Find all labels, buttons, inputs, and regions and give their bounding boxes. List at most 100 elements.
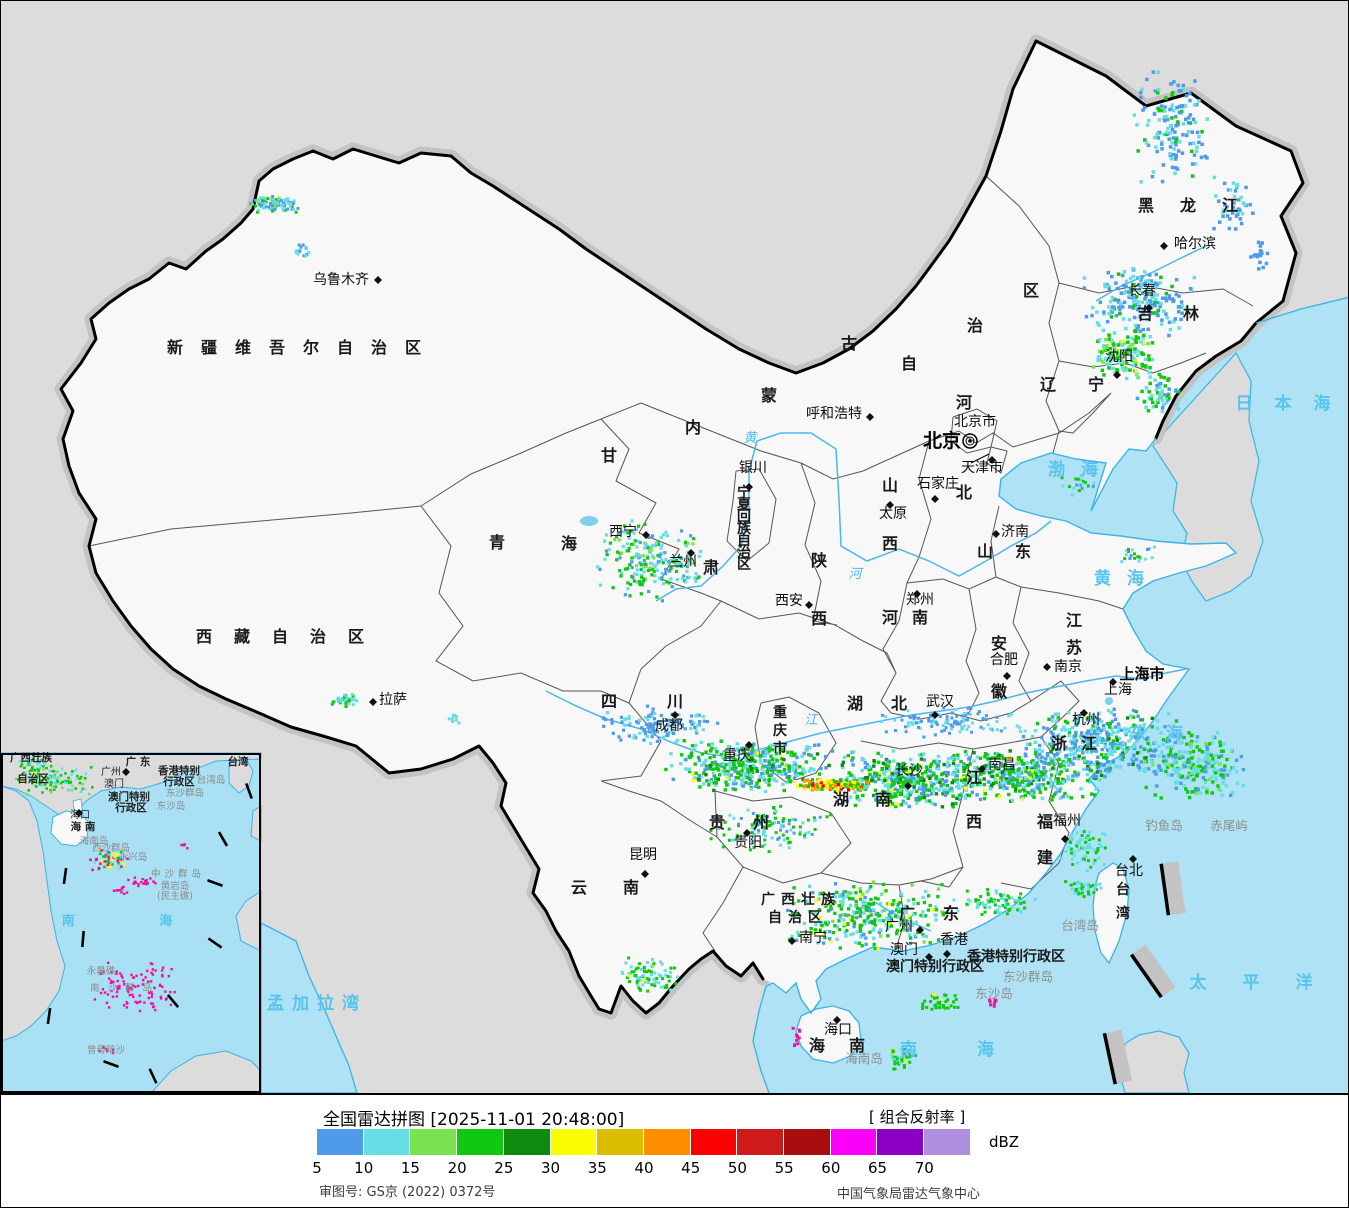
map-label: 自 [901, 354, 917, 373]
map-label: 济南 [1001, 524, 1029, 540]
map-label: 海 [561, 534, 577, 553]
map-label: 香港 [940, 932, 968, 948]
inset-echo-cluster [127, 876, 157, 888]
city-marker [1129, 855, 1137, 863]
map-label: 福州 [1053, 813, 1081, 829]
inset-label: 香港特别 [157, 764, 200, 777]
boundary-dash-segment [207, 937, 223, 949]
city-marker [886, 501, 894, 509]
inset-echo-cluster [112, 885, 129, 895]
boundary-dash-segment [81, 930, 85, 948]
city-marker [916, 926, 924, 934]
map-label: 南京 [1054, 659, 1082, 675]
map-label: 广西壮族 [761, 891, 841, 908]
inset-label: 东沙岛 [157, 800, 186, 812]
inset-label: 广 东 [126, 755, 151, 768]
map-label: 广东 [899, 904, 987, 923]
city-marker [788, 937, 796, 945]
map-label: 四川 [601, 692, 733, 711]
city-marker [641, 870, 649, 878]
city-marker [866, 413, 874, 421]
radar-echo-cluster [330, 692, 359, 708]
city-marker [943, 950, 951, 958]
colorbar-segment [784, 1129, 830, 1155]
map-label: 澳门特别行政区 [886, 958, 984, 975]
boundary-dash-segment [245, 783, 253, 799]
map-label: 呼和浩特 [806, 406, 862, 422]
radar-echo-cluster [1212, 175, 1255, 231]
radar-echo-cluster [786, 880, 946, 952]
colorbar-segment [363, 1129, 410, 1155]
inset-echo-cluster [93, 961, 176, 1013]
boundary-dash-segment [1129, 944, 1176, 999]
map-label: 西宁 [609, 523, 637, 540]
map-label: 日本海 [1236, 393, 1349, 414]
radar-echo-cluster [1120, 545, 1156, 564]
coastline [752, 296, 1348, 1094]
map-label: 太原 [879, 506, 907, 522]
inset-vietnam [1, 785, 66, 1042]
map-label: 黄海 [1094, 568, 1160, 589]
inset-label: 台湾 [228, 755, 249, 768]
inset-label: 台湾岛 [197, 774, 226, 786]
colorbar-segment [550, 1129, 597, 1155]
radar-echo-cluster [664, 739, 828, 794]
map-label: 兰州 [669, 554, 697, 570]
capital-symbol [962, 433, 978, 449]
city-marker [1145, 304, 1153, 312]
inset-echo-cluster [98, 1046, 115, 1055]
boundary-dash-segment [207, 879, 223, 887]
map-label: 吉林 [1137, 304, 1229, 323]
map-label: 辽宁 [1040, 375, 1136, 394]
map-label: 自治区 [768, 909, 828, 926]
colorbar-tick: 30 [541, 1159, 561, 1177]
city-marker [925, 953, 933, 961]
inset-label: 广州 [101, 766, 121, 778]
map-label: 台湾 [1116, 881, 1130, 922]
inset-label: 自治区 [17, 772, 49, 785]
korea-peninsula [1152, 351, 1264, 602]
map-label: 肃 [703, 558, 719, 577]
inset-label: 广西壮族 [10, 751, 52, 764]
inset-border [1, 753, 261, 1093]
legend-title: 全国雷达拼图 [2025-11-01 20:48:00] [323, 1110, 625, 1130]
city-marker [904, 782, 912, 790]
radar-echo-cluster [1143, 730, 1246, 800]
inset-label: 西沙群岛 [92, 842, 130, 854]
radar-echo-cluster [1135, 372, 1181, 414]
map-label: 澳门 [890, 942, 918, 958]
map-label: 重庆 [723, 748, 751, 764]
map-label: 杭州 [1072, 712, 1100, 728]
inset-label: 黄岩岛 [161, 880, 190, 892]
colorbar-segment [317, 1129, 363, 1155]
city-marker [805, 601, 813, 609]
inset-echo-cluster [180, 843, 189, 850]
colorbar-tick: 15 [400, 1159, 420, 1177]
map-label: 江 [804, 713, 819, 728]
qinghai-lake [580, 516, 598, 526]
map-label: 青 [489, 533, 505, 552]
radar-echo-cluster [952, 887, 1037, 916]
map-label: 黑龙江 [1138, 196, 1264, 215]
map-label: 贵州 [709, 813, 797, 832]
radar-echo-cluster [1064, 880, 1103, 899]
map-label: 江苏 [1066, 611, 1082, 657]
map-label: 海口 [824, 1022, 852, 1038]
boundary-dash-segment [217, 831, 229, 847]
city-marker [743, 829, 751, 837]
map-label: 宁夏回族自治区 [737, 484, 752, 573]
inset-label: 东沙群岛 [166, 787, 204, 799]
city-marker [671, 711, 679, 719]
city-marker [931, 711, 939, 719]
map-label: 沈阳 [1105, 349, 1133, 365]
inset-echo-cluster [15, 764, 94, 796]
city-marker [122, 768, 130, 776]
inset-label: 澳门 [104, 777, 124, 790]
map-label: 银川 [739, 460, 767, 476]
map-label: 合肥 [990, 652, 1018, 668]
city-marker [1061, 835, 1069, 843]
inset-mainland [1, 752, 262, 817]
map-label: 郑州 [906, 592, 934, 608]
